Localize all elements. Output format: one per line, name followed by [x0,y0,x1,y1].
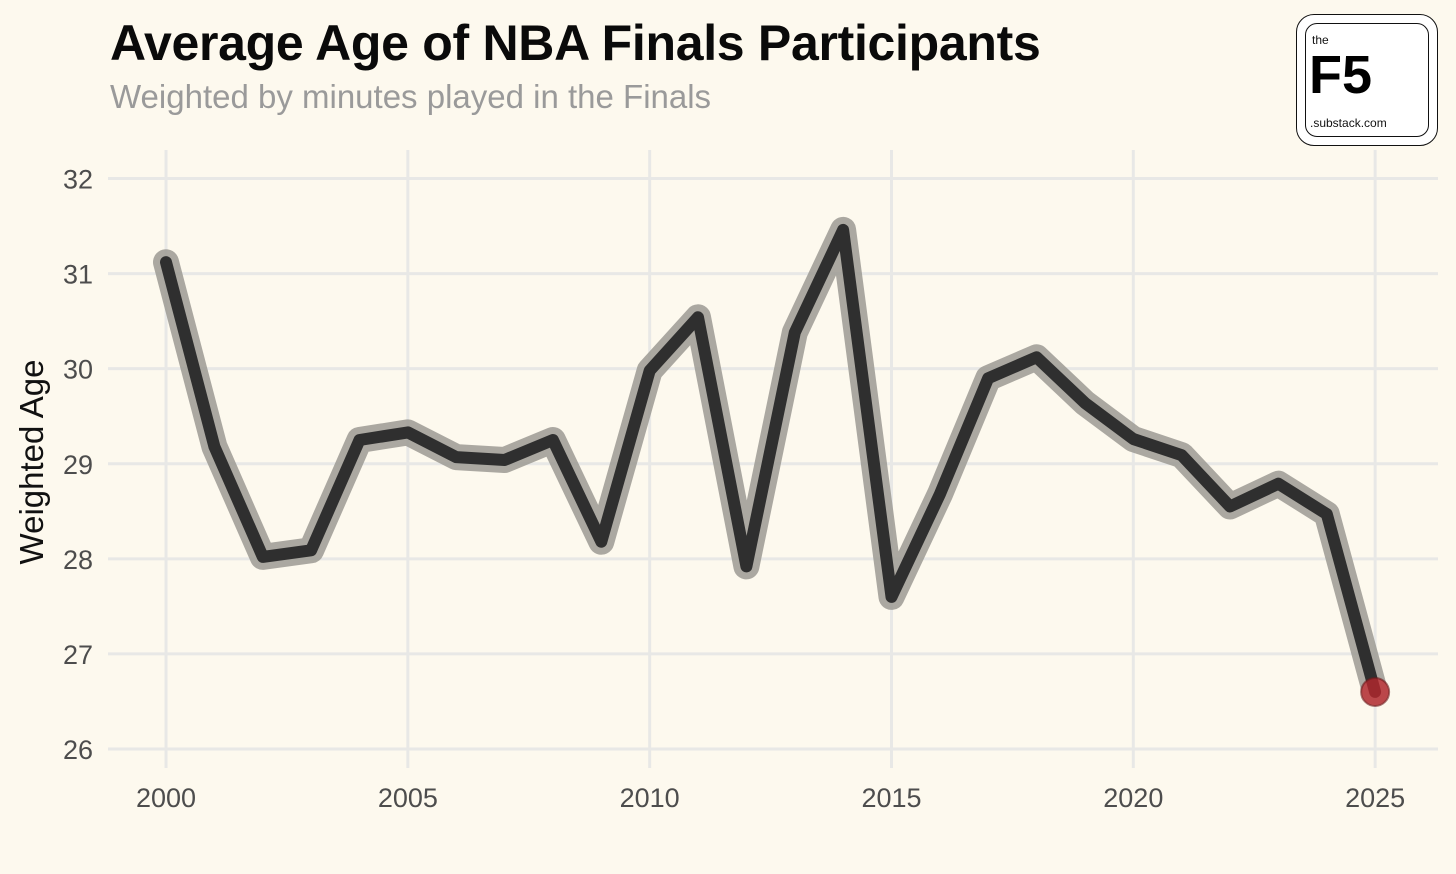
chart-subtitle: Weighted by minutes played in the Finals [110,78,712,115]
y-tick-label-27: 27 [63,640,93,670]
series-line-0 [160,223,1382,698]
y-tick-label-29: 29 [63,450,93,480]
x-tick-label-2015: 2015 [861,783,921,813]
series-layer [153,216,1391,707]
chart-title: Average Age of NBA Finals Participants [110,15,1041,71]
logo-f5-text: F5 [1309,45,1373,105]
y-tick-label-28: 28 [63,545,93,575]
highlight-point-2025 [1360,676,1391,707]
x-tick-label-2000: 2000 [136,783,196,813]
x-tick-label-2025: 2025 [1345,783,1405,813]
logo-the-text: the [1312,33,1329,47]
y-tick-label-31: 31 [63,260,93,290]
y-axis-label: Weighted Age [13,360,50,565]
logo-substack-text: .substack.com [1310,116,1387,130]
x-tick-label-2010: 2010 [620,783,680,813]
y-tick-label-32: 32 [63,165,93,195]
x-tick-label-2020: 2020 [1103,783,1163,813]
logo-inner-border: the F5 .substack.com [1305,23,1429,137]
f5-logo: the F5 .substack.com [1296,14,1438,146]
y-tick-label-26: 26 [63,735,93,765]
y-tick-label-30: 30 [63,355,93,385]
x-tick-label-2005: 2005 [378,783,438,813]
tick-labels: 26 27 28 29 30 31 32 2000 2005 2010 2015 2020 2025 [63,165,1405,813]
grid-lines [108,150,1438,768]
